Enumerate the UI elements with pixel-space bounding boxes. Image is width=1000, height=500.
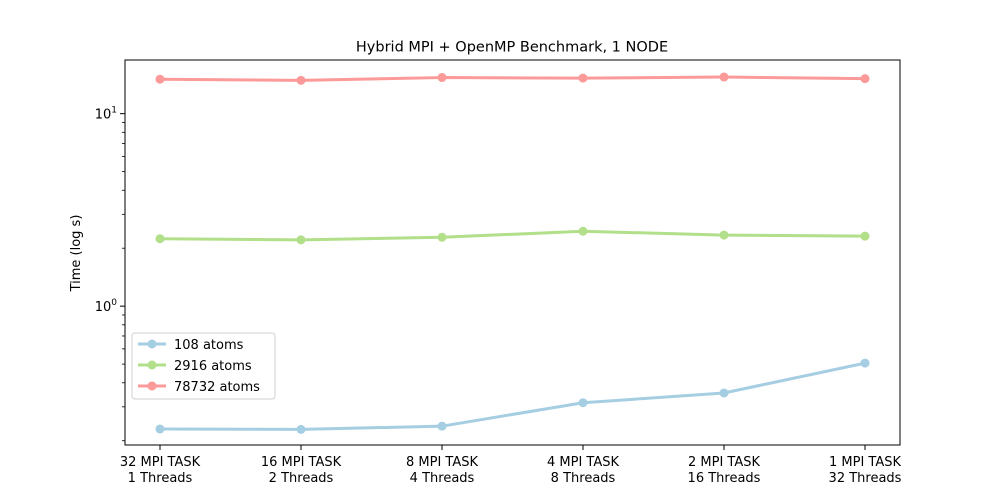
data-point bbox=[155, 234, 165, 244]
x-tick-label: 32 Threads bbox=[829, 471, 902, 486]
y-tick-label: 101 bbox=[95, 106, 117, 123]
data-point bbox=[296, 235, 306, 245]
data-point bbox=[155, 424, 165, 434]
data-point bbox=[578, 398, 588, 408]
series-line bbox=[158, 75, 867, 82]
data-point bbox=[437, 421, 447, 431]
data-point bbox=[719, 230, 729, 240]
legend-label: 78732 atoms bbox=[174, 380, 260, 395]
x-tick-label: 8 MPI TASK bbox=[406, 455, 479, 470]
data-point bbox=[719, 388, 729, 398]
data-point bbox=[437, 232, 447, 242]
series-line bbox=[158, 361, 867, 431]
x-tick-label: 4 Threads bbox=[410, 471, 475, 486]
x-tick-label: 8 Threads bbox=[551, 471, 616, 486]
legend-swatch-marker bbox=[147, 381, 157, 391]
x-tick-label: 32 MPI TASK bbox=[120, 455, 201, 470]
data-point bbox=[296, 75, 306, 85]
x-tick-label: 16 MPI TASK bbox=[261, 455, 342, 470]
data-point bbox=[719, 72, 729, 82]
x-tick-label: 2 MPI TASK bbox=[688, 455, 761, 470]
legend-swatch-marker bbox=[147, 339, 157, 349]
legend bbox=[131, 332, 276, 400]
data-point bbox=[578, 73, 588, 83]
legend-swatch-marker bbox=[147, 360, 157, 370]
x-tick-label: 1 MPI TASK bbox=[829, 455, 902, 470]
x-tick-label: 4 MPI TASK bbox=[547, 455, 620, 470]
plot-frame bbox=[124, 59, 901, 446]
data-point bbox=[437, 73, 447, 83]
data-point bbox=[155, 74, 165, 84]
series-line bbox=[158, 229, 867, 242]
x-tick-label: 2 Threads bbox=[269, 471, 334, 486]
data-point bbox=[860, 231, 870, 241]
data-point bbox=[296, 424, 306, 434]
legend-label: 108 atoms bbox=[174, 338, 244, 353]
chart-title: Hybrid MPI + OpenMP Benchmark, 1 NODE bbox=[356, 40, 668, 56]
data-point bbox=[578, 226, 588, 236]
data-point bbox=[860, 74, 870, 84]
y-axis-label: Time (log s) bbox=[69, 215, 84, 293]
x-tick-label: 16 Threads bbox=[688, 471, 761, 486]
data-point bbox=[860, 358, 870, 368]
y-tick-label: 100 bbox=[95, 298, 118, 315]
x-tick-label: 1 Threads bbox=[128, 471, 193, 486]
legend-label: 2916 atoms bbox=[174, 359, 252, 374]
